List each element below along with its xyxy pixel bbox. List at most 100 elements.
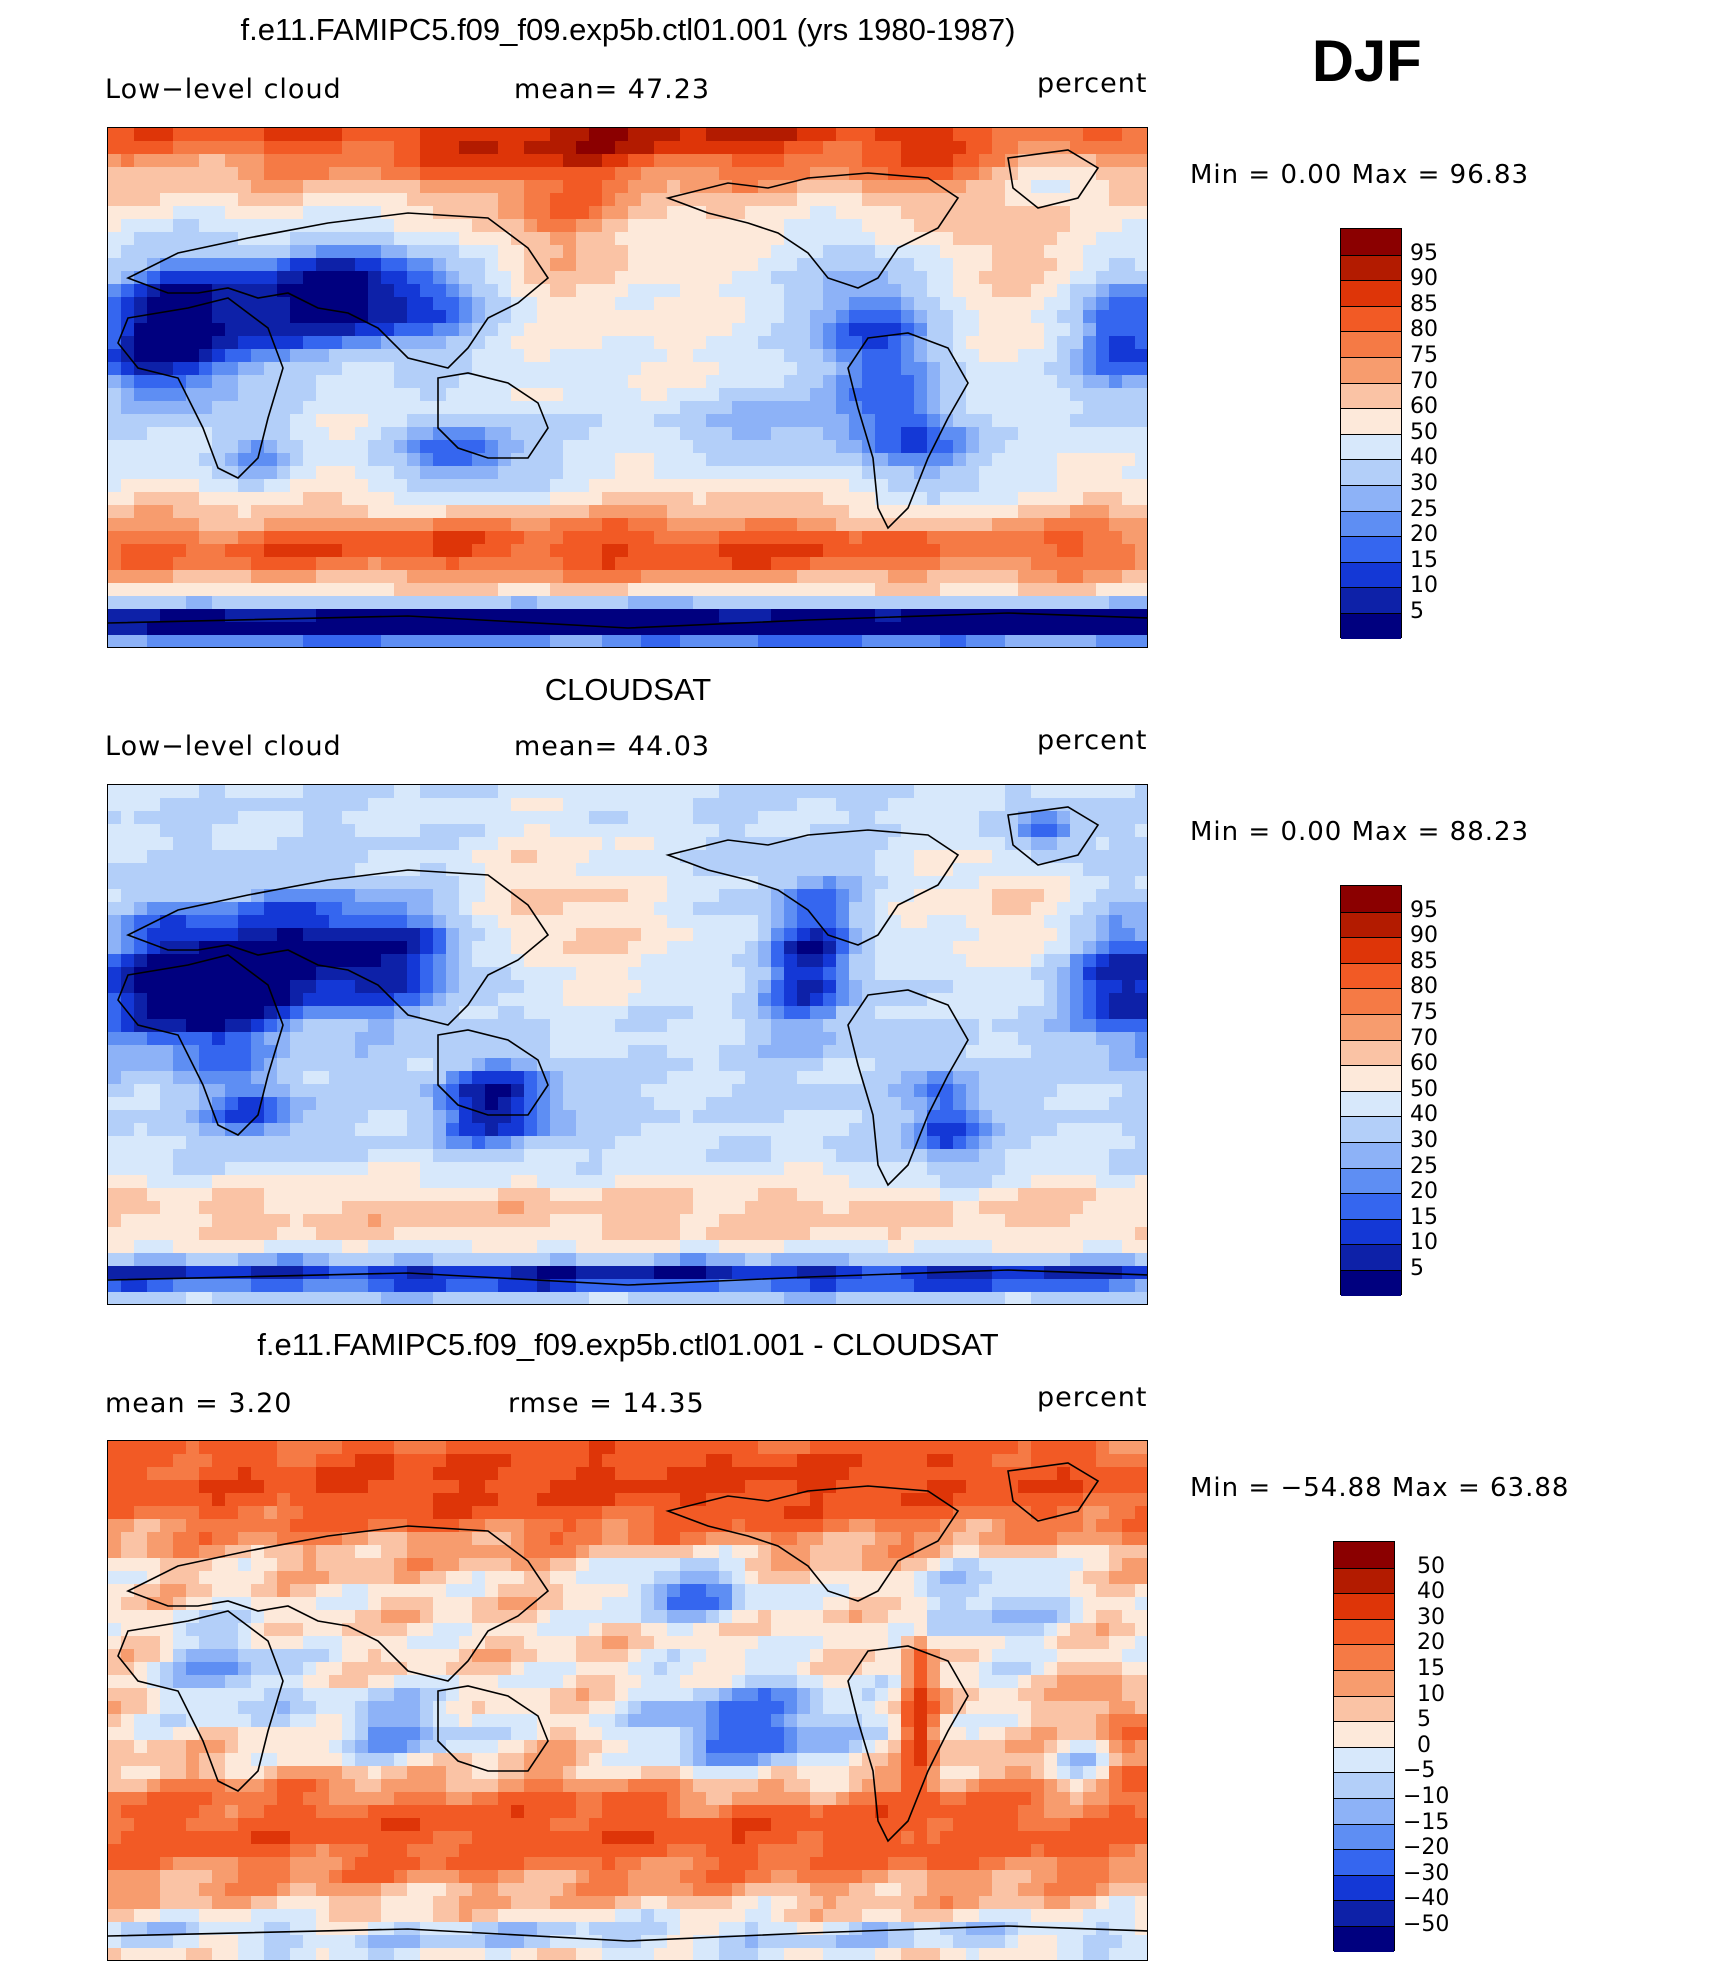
contour-cell <box>849 128 863 142</box>
contour-cell <box>888 967 902 981</box>
contour-cell <box>511 902 525 916</box>
contour-cell <box>498 232 512 246</box>
contour-cell <box>771 876 785 890</box>
contour-cell <box>888 349 902 363</box>
contour-cell <box>966 206 980 220</box>
contour-cell <box>329 128 343 142</box>
contour-cell <box>277 596 291 610</box>
contour-cell <box>108 258 122 272</box>
contour-cell <box>303 570 317 584</box>
contour-cell <box>576 206 590 220</box>
contour-cell <box>121 492 135 506</box>
contour-cell <box>940 557 954 571</box>
contour-cell <box>160 967 174 981</box>
contour-cell <box>771 310 785 324</box>
contour-cell <box>355 466 369 480</box>
contour-cell <box>472 798 486 812</box>
contour-cell <box>628 889 642 903</box>
contour-cell <box>355 375 369 389</box>
contour-cell <box>394 622 408 636</box>
contour-cell <box>628 427 642 441</box>
contour-cell <box>784 401 798 415</box>
contour-cell <box>1018 798 1032 812</box>
contour-cell <box>667 427 681 441</box>
contour-cell <box>719 310 733 324</box>
contour-cell <box>563 941 577 955</box>
contour-cell <box>771 635 785 647</box>
contour-cell <box>225 232 239 246</box>
contour-cell <box>147 544 161 558</box>
contour-cell <box>745 141 759 155</box>
contour-cell <box>1083 180 1097 194</box>
contour-cell <box>108 154 122 168</box>
contour-cell <box>134 310 148 324</box>
contour-cell <box>264 876 278 890</box>
contour-cell <box>797 635 811 647</box>
contour-cell <box>225 1032 239 1046</box>
contour-cell <box>940 154 954 168</box>
contour-cell <box>108 824 122 838</box>
contour-cell <box>602 219 616 233</box>
contour-cell <box>654 440 668 454</box>
contour-cell <box>979 297 993 311</box>
contour-cell <box>472 531 486 545</box>
contour-cell <box>537 785 551 799</box>
contour-cell <box>277 297 291 311</box>
contour-cell <box>355 811 369 825</box>
contour-cell <box>173 928 187 942</box>
contour-cell <box>355 570 369 584</box>
contour-cell <box>1096 453 1110 467</box>
contour-cell <box>238 388 252 402</box>
contour-cell <box>758 824 772 838</box>
contour-cell <box>1083 479 1097 493</box>
contour-cell <box>160 570 174 584</box>
contour-cell <box>875 154 889 168</box>
contour-cell <box>1031 1006 1045 1020</box>
contour-cell <box>784 622 798 636</box>
contour-cell <box>771 967 785 981</box>
contour-cell <box>719 785 733 799</box>
contour-cell <box>992 902 1006 916</box>
contour-cell <box>264 889 278 903</box>
contour-cell <box>134 349 148 363</box>
contour-cell <box>160 180 174 194</box>
contour-cell <box>212 258 226 272</box>
contour-cell <box>290 570 304 584</box>
contour-cell <box>719 609 733 623</box>
contour-cell <box>1005 492 1019 506</box>
contour-cell <box>368 232 382 246</box>
contour-cell <box>901 570 915 584</box>
contour-cell <box>732 232 746 246</box>
contour-cell <box>940 798 954 812</box>
contour-cell <box>836 557 850 571</box>
contour-cell <box>446 609 460 623</box>
contour-cell <box>186 245 200 259</box>
contour-cell <box>1109 284 1123 298</box>
contour-cell <box>953 206 967 220</box>
contour-cell <box>225 141 239 155</box>
contour-cell <box>537 570 551 584</box>
contour-cell <box>498 297 512 311</box>
contour-cell <box>628 609 642 623</box>
contour-cell <box>953 596 967 610</box>
contour-cell <box>433 154 447 168</box>
contour-cell <box>173 915 187 929</box>
contour-cell <box>1044 1019 1058 1033</box>
contour-cell <box>381 323 395 337</box>
contour-cell <box>654 622 668 636</box>
contour-cell <box>1018 258 1032 272</box>
contour-cell <box>732 583 746 597</box>
contour-cell <box>1005 785 1019 799</box>
contour-cell <box>784 167 798 181</box>
contour-cell <box>420 284 434 298</box>
contour-cell <box>797 850 811 864</box>
contour-cell <box>498 219 512 233</box>
contour-cell <box>160 824 174 838</box>
contour-cell <box>524 310 538 324</box>
contour-cell <box>862 141 876 155</box>
contour-cell <box>550 479 564 493</box>
contour-cell <box>1135 479 1147 493</box>
contour-cell <box>862 297 876 311</box>
contour-cell <box>563 531 577 545</box>
contour-cell <box>914 967 928 981</box>
